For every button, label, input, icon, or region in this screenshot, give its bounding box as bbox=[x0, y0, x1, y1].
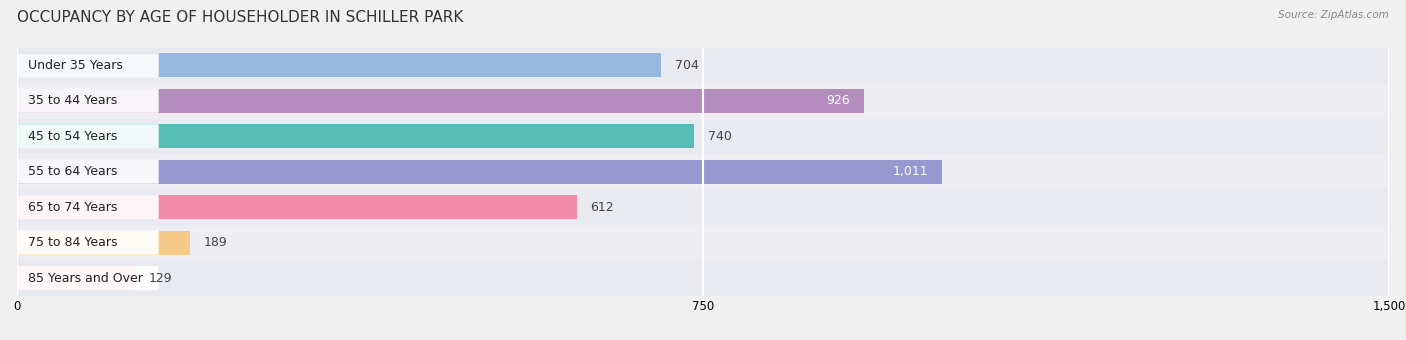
Text: 75 to 84 Years: 75 to 84 Years bbox=[28, 236, 117, 249]
Bar bbox=[17, 266, 135, 290]
FancyBboxPatch shape bbox=[17, 160, 159, 184]
Bar bbox=[17, 260, 1389, 296]
Text: 926: 926 bbox=[827, 94, 851, 107]
Text: Under 35 Years: Under 35 Years bbox=[28, 59, 122, 72]
Bar bbox=[17, 119, 1389, 154]
FancyBboxPatch shape bbox=[17, 195, 159, 219]
Bar bbox=[17, 124, 693, 148]
Text: 1,011: 1,011 bbox=[893, 165, 928, 178]
Text: 45 to 54 Years: 45 to 54 Years bbox=[28, 130, 117, 143]
Text: 55 to 64 Years: 55 to 64 Years bbox=[28, 165, 117, 178]
Bar bbox=[17, 53, 661, 78]
Text: 35 to 44 Years: 35 to 44 Years bbox=[28, 94, 117, 107]
Bar bbox=[17, 48, 1389, 83]
FancyBboxPatch shape bbox=[17, 231, 159, 255]
Text: 129: 129 bbox=[149, 272, 172, 285]
FancyBboxPatch shape bbox=[17, 89, 159, 113]
Bar bbox=[17, 160, 942, 184]
Text: 612: 612 bbox=[591, 201, 614, 214]
Text: 65 to 74 Years: 65 to 74 Years bbox=[28, 201, 117, 214]
Bar bbox=[17, 189, 1389, 225]
Text: 740: 740 bbox=[707, 130, 731, 143]
FancyBboxPatch shape bbox=[17, 124, 159, 148]
Text: Source: ZipAtlas.com: Source: ZipAtlas.com bbox=[1278, 10, 1389, 20]
FancyBboxPatch shape bbox=[17, 53, 159, 78]
Text: 85 Years and Over: 85 Years and Over bbox=[28, 272, 143, 285]
Bar bbox=[17, 83, 1389, 119]
FancyBboxPatch shape bbox=[17, 266, 159, 290]
Text: OCCUPANCY BY AGE OF HOUSEHOLDER IN SCHILLER PARK: OCCUPANCY BY AGE OF HOUSEHOLDER IN SCHIL… bbox=[17, 10, 463, 25]
Bar bbox=[17, 154, 1389, 189]
Text: 704: 704 bbox=[675, 59, 699, 72]
Bar bbox=[17, 231, 190, 255]
Bar bbox=[17, 195, 576, 219]
Bar bbox=[17, 89, 865, 113]
Bar bbox=[17, 225, 1389, 260]
Text: 189: 189 bbox=[204, 236, 228, 249]
